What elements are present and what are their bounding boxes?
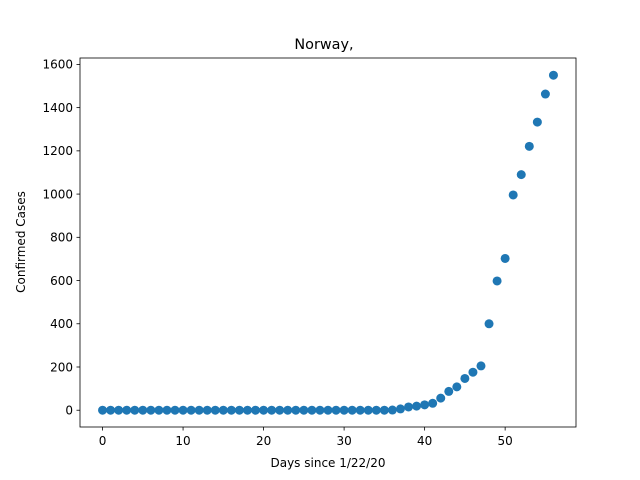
x-tick-label: 0	[99, 434, 107, 448]
data-point	[130, 405, 140, 415]
y-tick-label: 600	[50, 274, 73, 288]
data-point	[323, 405, 333, 415]
x-axis-label: Days since 1/22/20	[270, 456, 385, 470]
data-point	[508, 190, 518, 200]
data-point	[154, 405, 164, 415]
data-point	[299, 405, 309, 415]
data-point	[500, 253, 510, 263]
data-point	[251, 405, 261, 415]
data-point	[106, 405, 116, 415]
data-point	[98, 405, 108, 415]
data-point	[122, 405, 132, 415]
y-tick-label: 1000	[42, 187, 73, 201]
data-point	[146, 405, 156, 415]
data-point	[210, 405, 220, 415]
data-point	[331, 405, 341, 415]
x-axis-ticks: 0 10 20 30 40 50	[99, 427, 513, 448]
y-tick-label: 1400	[42, 101, 73, 115]
data-point	[524, 141, 534, 151]
data-point	[162, 405, 172, 415]
x-tick-label: 10	[175, 434, 190, 448]
data-point	[436, 393, 446, 403]
data-point	[218, 405, 228, 415]
data-point	[307, 405, 317, 415]
y-tick-label: 0	[65, 404, 73, 418]
data-point	[170, 405, 180, 415]
data-point	[444, 386, 454, 396]
y-tick-label: 400	[50, 317, 73, 331]
plot-area-frame	[79, 57, 577, 428]
x-tick-label: 30	[336, 434, 351, 448]
data-point	[355, 405, 365, 415]
data-point	[412, 401, 422, 411]
data-point	[138, 405, 148, 415]
data-point	[242, 405, 252, 415]
data-point	[476, 361, 486, 371]
y-axis-ticks: 0 200 400 600 800 1000 1200 1400 1600	[42, 58, 80, 418]
data-point	[540, 89, 550, 99]
data-point	[371, 405, 381, 415]
data-point	[194, 405, 204, 415]
x-tick-label: 50	[498, 434, 513, 448]
data-point	[347, 405, 357, 415]
data-point	[186, 405, 196, 415]
x-tick-label: 20	[256, 434, 271, 448]
data-point	[275, 405, 285, 415]
data-point	[404, 402, 414, 412]
data-point	[339, 405, 349, 415]
data-point	[363, 405, 373, 415]
data-point	[468, 367, 478, 377]
data-point	[516, 170, 526, 180]
data-point	[178, 405, 188, 415]
data-point	[428, 398, 438, 408]
chart-title: Norway,	[294, 37, 353, 53]
data-point	[420, 400, 430, 410]
y-tick-label: 1600	[42, 58, 73, 72]
data-point	[114, 405, 124, 415]
data-point	[202, 405, 212, 415]
data-point	[460, 373, 470, 383]
data-point	[492, 276, 502, 286]
y-tick-label: 1200	[42, 144, 73, 158]
data-point	[395, 404, 405, 414]
data-point	[387, 405, 397, 415]
data-point	[283, 405, 293, 415]
data-point	[259, 405, 269, 415]
y-axis-label: Confirmed Cases	[14, 191, 28, 293]
data-point	[291, 405, 301, 415]
y-tick-label: 800	[50, 231, 73, 245]
x-tick-label: 40	[417, 434, 432, 448]
data-point	[379, 405, 389, 415]
data-points	[98, 70, 558, 415]
data-point	[532, 117, 542, 127]
y-tick-label: 200	[50, 360, 73, 374]
data-point	[315, 405, 325, 415]
data-point	[267, 405, 277, 415]
data-point	[226, 405, 236, 415]
data-point	[234, 405, 244, 415]
data-point	[484, 319, 494, 329]
data-point	[452, 382, 462, 392]
data-point	[548, 70, 558, 80]
